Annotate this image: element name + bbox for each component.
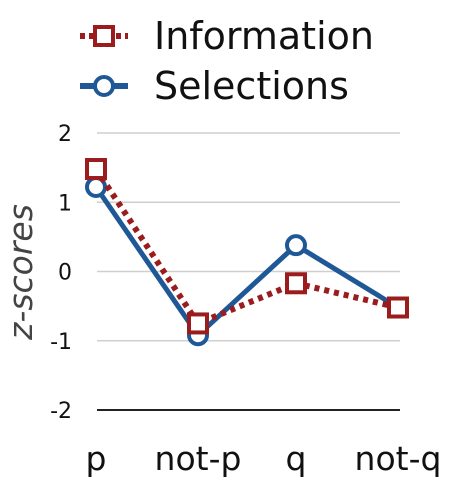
x-category-label: q bbox=[286, 439, 307, 478]
legend-item-selections: Selections bbox=[80, 64, 349, 108]
data-point-information-p bbox=[85, 158, 107, 181]
gridlines bbox=[97, 132, 400, 411]
y-tick-label: -1 bbox=[50, 330, 72, 355]
series-group bbox=[85, 158, 409, 347]
x-category-label: p bbox=[86, 439, 107, 478]
y-tick-label: -2 bbox=[50, 399, 72, 424]
y-axis-ticks: 2 1 0 -1 -2 bbox=[50, 122, 72, 424]
y-tick-label: 2 bbox=[58, 122, 72, 147]
legend-label: Information bbox=[154, 14, 374, 58]
legend-item-information: Information bbox=[80, 14, 374, 58]
x-category-label: not-q bbox=[355, 439, 442, 478]
y-axis-label: z-scores bbox=[1, 204, 40, 341]
series-line-information bbox=[93, 167, 399, 327]
legend-marker-square bbox=[93, 25, 115, 47]
x-axis-categories: p not-p q not-q bbox=[86, 439, 442, 478]
legend-label: Selections bbox=[154, 64, 349, 108]
legend: Information Selections bbox=[80, 14, 374, 108]
x-category-label: not-p bbox=[155, 439, 242, 478]
y-tick-label: 0 bbox=[58, 261, 72, 286]
data-point-selections-q bbox=[285, 234, 307, 257]
series-information bbox=[85, 158, 409, 335]
data-point-information-not-p bbox=[187, 312, 209, 335]
y-tick-label: 1 bbox=[58, 191, 72, 216]
data-point-information-not-q bbox=[387, 296, 409, 319]
series-line-selections bbox=[93, 185, 400, 338]
data-point-information-q bbox=[285, 272, 307, 295]
legend-marker-circle bbox=[93, 75, 115, 97]
